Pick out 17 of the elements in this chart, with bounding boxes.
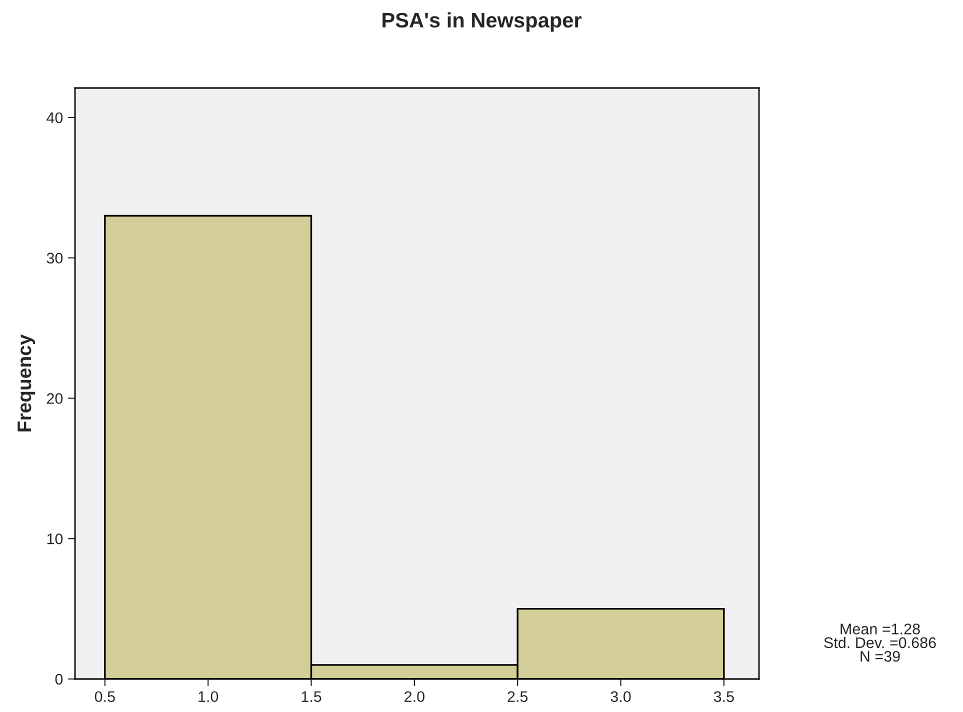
- text: Mean =1.28: [840, 624, 920, 634]
- y-tick-label: 40: [46, 112, 63, 124]
- y-tick-label: 20: [46, 393, 63, 404]
- y-axis-title: Frequency: [18, 334, 36, 432]
- x-tick-label: 2.0: [404, 691, 424, 702]
- text: N =39: [860, 650, 900, 662]
- x-tick-label: 1.0: [198, 691, 218, 702]
- x-tick-label: 2.5: [508, 691, 528, 702]
- y-tick-label: 30: [46, 252, 63, 264]
- text: Std. Dev. =0.686: [824, 636, 936, 648]
- y-tick-label: 10: [47, 533, 63, 544]
- y-tick-label: 0: [55, 674, 63, 685]
- x-tick-label: 0.5: [94, 691, 115, 702]
- chart-title: PSA's in Newspaper: [382, 12, 582, 32]
- x-tick-label: 3.0: [610, 691, 631, 702]
- x-tick-label: 3.5: [714, 691, 734, 702]
- x-tick-label: 1.5: [302, 691, 322, 702]
